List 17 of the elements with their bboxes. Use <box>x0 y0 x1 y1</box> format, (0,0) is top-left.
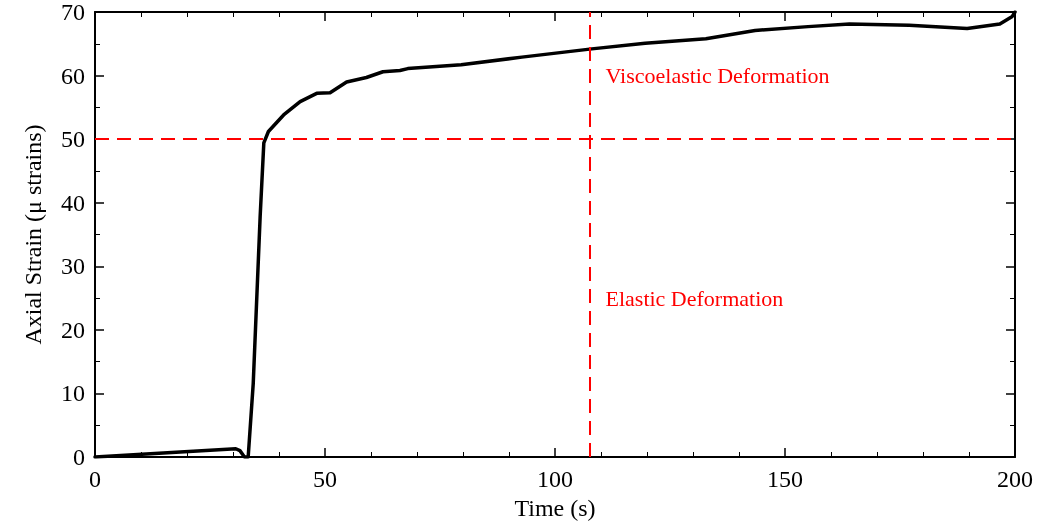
x-tick-label: 100 <box>537 466 573 492</box>
y-tick-label: 60 <box>61 62 85 89</box>
x-tick-label: 200 <box>997 466 1033 492</box>
y-tick-label: 30 <box>61 253 85 280</box>
x-tick-label: 0 <box>89 466 101 492</box>
annotation: Elastic Deformation <box>605 285 784 311</box>
x-tick-label: 150 <box>767 466 803 492</box>
y-tick-label: 0 <box>73 444 85 470</box>
y-axis-title: Axial Strain (μ strains) <box>20 124 46 345</box>
y-tick-label: 10 <box>61 380 85 407</box>
y-tick-label: 40 <box>61 189 85 216</box>
y-tick-label: 20 <box>61 316 85 343</box>
y-tick-label: 50 <box>61 126 85 153</box>
x-tick-label: 50 <box>313 466 337 492</box>
y-tick-label: 70 <box>61 0 85 25</box>
annotation: Viscoelastic Deformation <box>605 63 830 89</box>
x-axis-title: Time (s) <box>514 494 596 521</box>
